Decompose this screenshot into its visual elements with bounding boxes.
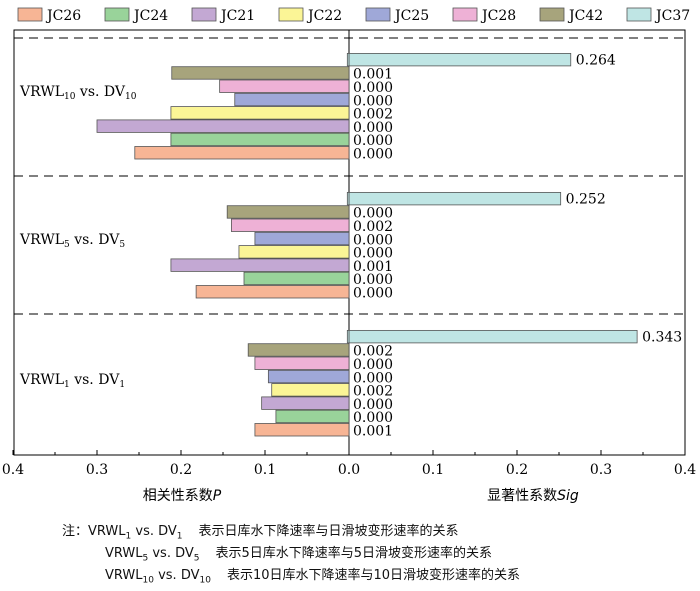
bar-sig-jc37 [348,191,562,206]
group-label: VRWL10 vs. DV10 [19,84,137,102]
data-label-jc21: 0.000 [353,120,393,136]
bar-p-jc42 [171,66,350,80]
legend-label-jc26: JC26 [45,8,81,24]
data-label-jc28: 0.002 [353,219,393,235]
bar-p-jc21 [261,396,350,410]
data-label-jc25: 0.000 [353,93,393,109]
bar-p-jc26 [195,285,350,299]
data-label-jc26: 0.000 [353,147,393,163]
data-label-jc37: 0.264 [576,52,616,68]
data-label-jc42: 0.001 [353,67,393,83]
bar-sig-jc37 [348,329,638,344]
data-label-jc24: 0.000 [353,410,393,426]
data-label-jc25: 0.000 [353,232,393,248]
note-text: 表示日库水下降速率与日滑坡变形速率的关系 [198,524,459,539]
bar-p-jc21 [170,258,350,272]
data-label-jc28: 0.000 [353,357,393,373]
x-tick-label: 0.1 [254,462,276,478]
data-label-jc26: 0.001 [353,424,393,440]
bar-p-jc25 [267,369,350,384]
bar-p-jc21 [96,119,350,133]
x-tick-label: 0.2 [506,462,528,478]
data-label-jc22: 0.000 [353,246,393,262]
x-tick-label: 0.4 [674,462,696,478]
x-axis-title-right: 显著性系数Sig [487,488,579,504]
data-label-jc37: 0.343 [642,329,682,345]
bar-sig-jc37 [348,53,572,67]
data-label-jc22: 0.002 [353,107,393,123]
bar-p-jc26 [254,423,350,437]
bar-p-jc24 [243,271,350,286]
bar-p-jc42 [247,343,350,357]
data-label-jc24: 0.000 [353,133,393,149]
legend-swatch-jc42 [539,7,565,22]
bar-p-jc25 [234,92,350,107]
legend-label-jc21: JC21 [219,8,255,24]
bar-p-jc28 [230,218,350,232]
note-text: 表示10日库水下降速率与10日滑坡变形速率的关系 [226,568,521,583]
bar-p-jc24 [275,409,350,424]
legend-swatch-jc24 [104,7,130,22]
legend-swatch-jc28 [452,7,478,22]
legend-label-jc25: JC25 [393,8,429,24]
legend-swatch-jc21 [191,7,217,22]
legend-swatch-jc25 [365,7,391,22]
bar-p-jc37 [346,191,350,206]
x-tick-label: 0.3 [590,462,612,478]
x-axis: 0.4 0.3 0.2 0.1 0.0 0.1 0.2 0.3 0.4 相关性系数P 显著性系数Si… [2,450,696,504]
bar-p-jc26 [134,146,350,160]
data-label-jc21: 0.001 [353,259,393,275]
legend-label-jc42: JC42 [567,8,603,24]
legend-swatch-jc37 [626,7,652,22]
correlation-bar-chart: JC26 JC24 JC21 JC22 JC25 JC28 JC42 JC37 VRWL10 v… [2,7,696,504]
group-2: VRWL5 vs. DV50.0000.0000.0010.0000.0000.… [14,175,685,302]
bar-p-jc42 [226,205,350,219]
x-tick-label: 0.0 [338,462,360,478]
note-text: 表示5日库水下降速率与5日滑坡变形速率的关系 [215,546,493,561]
bar-p-jc37 [346,53,350,67]
legend-label-jc37: JC37 [654,8,690,24]
bar-p-jc22 [170,106,350,120]
data-label-jc25: 0.000 [353,370,393,386]
group-label: VRWL1 vs. DV1 [19,372,125,390]
x-tick-label: 0.3 [86,462,108,478]
legend-label-jc22: JC22 [306,8,342,24]
group-3: VRWL1 vs. DV10.0010.0000.0000.0020.0000.… [14,313,685,440]
note-line-3: VRWL10 vs. DV10 表示10日库水下降速率与10日滑坡变形速率的关系 [105,568,521,586]
bar-p-jc22 [238,245,350,259]
group-label: VRWL5 vs. DV5 [19,232,125,250]
legend-label-jc24: JC24 [132,8,168,24]
bar-p-jc25 [254,231,350,246]
data-label-jc24: 0.000 [353,272,393,288]
data-label-jc37: 0.252 [566,191,606,207]
legend-swatch-jc26 [17,7,43,22]
x-tick-label: 0.2 [170,462,192,478]
bar-p-jc28 [219,79,350,93]
bar-p-jc24 [170,132,350,147]
note-prefix: 注： [62,524,89,539]
data-label-jc22: 0.002 [353,384,393,400]
x-tick-label: 0.4 [2,462,24,478]
note-line-1: 注：VRWL1 vs. DV1 表示日库水下降速率与日滑坡变形速率的关系 [62,524,459,542]
x-tick-label: 0.1 [422,462,444,478]
data-label-jc28: 0.000 [353,80,393,96]
legend-label-jc28: JC28 [480,8,516,24]
bar-p-jc22 [271,383,350,397]
bar-p-jc28 [254,356,350,370]
legend: JC26 JC24 JC21 JC22 JC25 JC28 JC42 JC37 [17,7,690,24]
data-label-jc42: 0.002 [353,344,393,360]
group-1: VRWL10 vs. DV100.0000.0000.0000.0020.000… [14,37,685,163]
legend-swatch-jc22 [278,7,304,22]
data-label-jc21: 0.000 [353,397,393,413]
data-label-jc42: 0.000 [353,206,393,222]
note-line-2: VRWL5 vs. DV5 表示5日库水下降速率与5日滑坡变形速率的关系 [105,546,493,564]
data-label-jc26: 0.000 [353,286,393,302]
x-axis-title-left: 相关性系数P [143,488,222,504]
bar-p-jc37 [346,329,350,344]
